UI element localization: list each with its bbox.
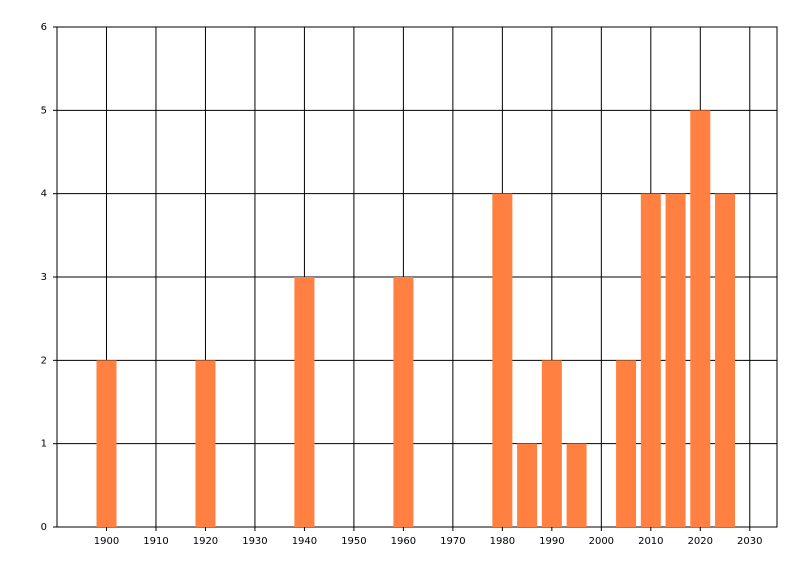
bar xyxy=(492,193,513,527)
bar xyxy=(616,360,637,527)
x-tick-label: 1940 xyxy=(292,536,317,547)
bar xyxy=(517,443,538,527)
bar xyxy=(665,193,686,527)
x-tick-label: 1980 xyxy=(490,536,515,547)
bar xyxy=(640,193,661,527)
y-tick-label: 4 xyxy=(41,189,47,200)
bar xyxy=(715,193,736,527)
y-tick-label: 6 xyxy=(41,22,47,33)
bar xyxy=(566,443,587,527)
y-tick-label: 2 xyxy=(41,355,47,366)
x-tick-label: 1910 xyxy=(143,536,168,547)
x-tick-label: 2030 xyxy=(737,536,762,547)
x-tick-label: 2010 xyxy=(638,536,663,547)
bar xyxy=(294,277,315,527)
x-tick-label: 1990 xyxy=(539,536,564,547)
y-tick-label: 5 xyxy=(41,105,47,116)
bar xyxy=(690,110,711,527)
bar xyxy=(195,360,216,527)
x-tick-label: 1950 xyxy=(341,536,366,547)
x-tick-label: 2020 xyxy=(688,536,713,547)
bar xyxy=(393,277,414,527)
x-tick-label: 1900 xyxy=(94,536,119,547)
x-tick-label: 1960 xyxy=(391,536,416,547)
x-tick-label: 1920 xyxy=(193,536,218,547)
x-tick-label: 2000 xyxy=(589,536,614,547)
bar xyxy=(541,360,562,527)
y-tick-label: 0 xyxy=(41,522,47,533)
y-tick-label: 1 xyxy=(41,439,47,450)
y-tick-label: 3 xyxy=(41,272,47,283)
x-tick-label: 1930 xyxy=(242,536,267,547)
bar xyxy=(96,360,117,527)
x-tick-label: 1970 xyxy=(440,536,465,547)
